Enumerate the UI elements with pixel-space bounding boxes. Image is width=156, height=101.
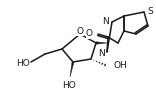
Text: O: O xyxy=(76,26,83,35)
Text: HO: HO xyxy=(16,58,30,67)
Polygon shape xyxy=(70,62,74,77)
Text: S: S xyxy=(147,7,153,16)
Text: N: N xyxy=(102,17,109,26)
Polygon shape xyxy=(96,42,107,44)
Text: O: O xyxy=(86,29,93,38)
Text: N: N xyxy=(98,48,105,57)
Text: HO: HO xyxy=(62,80,76,89)
Text: OH: OH xyxy=(113,62,127,70)
